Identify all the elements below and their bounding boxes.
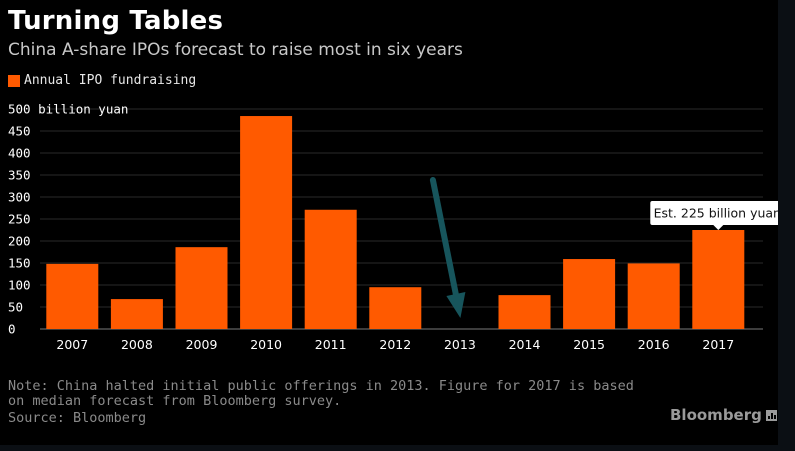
bloomberg-logo: Bloomberg	[670, 406, 777, 424]
annotation-label: Est. 225 billion yuan	[654, 206, 778, 221]
y-tick-label: 250	[8, 212, 31, 227]
y-tick-label: 500 billion yuan	[8, 102, 128, 117]
annotation-arrowhead	[446, 292, 466, 318]
bar-2016	[627, 263, 680, 329]
y-tick-label: 0	[8, 322, 16, 337]
annotation-arrow	[429, 177, 461, 305]
bar-2010	[240, 116, 293, 329]
y-tick-label: 100	[8, 278, 31, 293]
chart-title: Turning Tables	[8, 6, 224, 36]
footnote: Note: China halted initial public offeri…	[8, 378, 634, 409]
y-tick-label: 450	[8, 124, 31, 139]
x-tick-label: 2015	[573, 337, 605, 352]
frame-edge-bottom	[0, 445, 795, 451]
brand-label: Bloomberg	[670, 406, 762, 424]
x-axis-tick-labels: 2007 2008 2009 2010 2011 2012 2013 2014 2015 2016…	[56, 337, 734, 352]
bar-2011	[304, 209, 357, 329]
bar-chart-icon	[765, 409, 777, 421]
chart-subtitle: China A-share IPOs forecast to raise mos…	[8, 40, 463, 60]
x-tick-label: 2013	[444, 337, 476, 352]
bar-2008	[110, 299, 163, 329]
bar-2009	[175, 247, 228, 329]
x-tick-label: 2009	[186, 337, 218, 352]
x-tick-label: 2016	[638, 337, 670, 352]
bar-2015	[563, 259, 616, 329]
legend-swatch	[8, 74, 20, 87]
x-tick-label: 2007	[56, 337, 88, 352]
y-tick-label: 400	[8, 146, 31, 161]
bars	[46, 116, 745, 329]
legend-label: Annual IPO fundraising	[24, 73, 197, 88]
x-tick-label: 2008	[121, 337, 153, 352]
annotation-pointer	[713, 225, 724, 230]
annotations: Est. 225 billion yuan	[429, 177, 778, 318]
bar-2007	[46, 263, 99, 329]
y-tick-label: 200	[8, 234, 31, 249]
y-tick-label: 300	[8, 190, 31, 205]
x-tick-label: 2012	[379, 337, 411, 352]
x-tick-label: 2014	[509, 337, 541, 352]
y-tick-label: 350	[8, 168, 31, 183]
x-tick-label: 2010	[250, 337, 282, 352]
source-line: Source: Bloomberg	[8, 410, 147, 426]
bar-chart: 0 50 100 150 200 250 300 350 400 450 500 billion y…	[8, 102, 778, 352]
bar-2017	[692, 230, 745, 329]
x-tick-label: 2017	[702, 337, 734, 352]
x-tick-label: 2011	[315, 337, 347, 352]
frame-edge-right	[778, 0, 795, 451]
y-tick-label: 50	[8, 300, 23, 315]
bar-2012	[369, 287, 422, 329]
chart-frame	[0, 0, 778, 445]
y-axis-tick-labels: 0 50 100 150 200 250 300 350 400 450 500 billion y…	[8, 102, 128, 337]
bar-2014	[498, 295, 551, 329]
annotation-box	[650, 201, 778, 225]
legend: Annual IPO fundraising	[8, 73, 196, 88]
y-tick-label: 150	[8, 256, 31, 271]
